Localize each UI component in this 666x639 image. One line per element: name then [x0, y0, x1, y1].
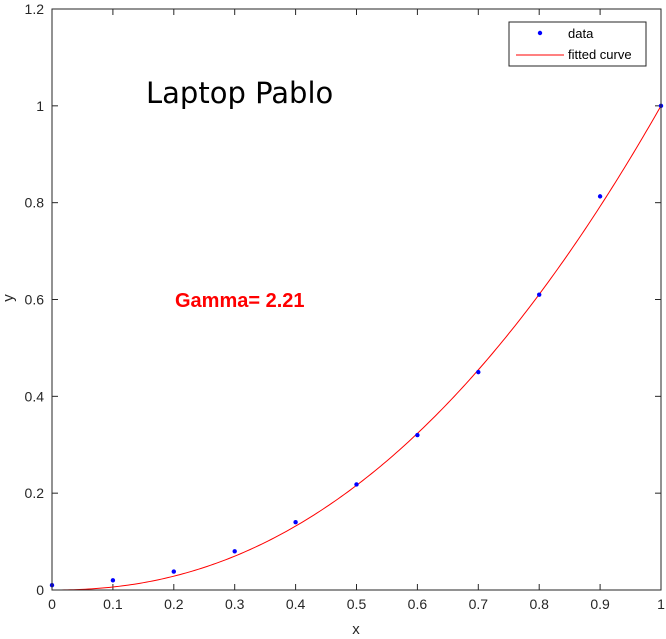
legend-data-marker: [537, 30, 543, 36]
x-tick-label: 0.4: [286, 596, 306, 612]
x-tick-label: 0.3: [225, 596, 245, 612]
y-tick-label: 0.8: [25, 195, 45, 211]
data-point: [476, 369, 481, 375]
x-tick-label: 0.5: [347, 596, 367, 612]
y-axis-label: y: [0, 294, 17, 302]
fitted-curve-line: [52, 105, 662, 591]
y-tick-label: 0.4: [25, 388, 45, 404]
x-tick-label: 0.6: [408, 596, 428, 612]
data-point: [354, 482, 359, 487]
x-tick-label: 0.8: [529, 596, 549, 612]
legend-box: [508, 21, 647, 67]
ticks-layer: 0 0.1 0.2 0.3 0.4 0.5 0.6 0.7 0.8 0.9 1 0 0.2 0.4 0.6 0…: [25, 1, 666, 612]
annotation-gamma: Gamma= 2.21: [175, 290, 305, 312]
points-layer: [49, 103, 664, 588]
data-point: [232, 549, 237, 554]
annotation-laptop-pablo: Laptop Pablo: [146, 76, 333, 110]
legend-data-label: data: [568, 26, 594, 41]
data-point: [597, 194, 603, 199]
data-point: [171, 569, 176, 574]
x-tick-label: 0.2: [164, 596, 184, 612]
data-point: [110, 578, 116, 583]
plot-frame: [51, 8, 662, 591]
x-axis-label: x: [352, 621, 360, 638]
y-tick-label: 1: [36, 98, 44, 114]
curve-layer: [52, 105, 662, 591]
legend-fit-label: fitted curve: [568, 47, 632, 62]
x-tick-label: 0.1: [103, 596, 123, 612]
data-point: [415, 432, 420, 438]
x-tick-label: 0.9: [590, 596, 610, 612]
y-tick-label: 0: [36, 582, 44, 598]
y-tick-label: 0.2: [25, 485, 45, 501]
data-point: [293, 520, 298, 525]
y-tick-label: 1.2: [25, 1, 45, 17]
x-tick-label: 0: [48, 596, 56, 612]
x-tick-label: 0.7: [469, 596, 489, 612]
data-point: [537, 292, 542, 297]
y-tick-label: 0.6: [25, 292, 45, 308]
x-tick-label: 1: [657, 596, 665, 612]
legend: data fitted curve: [508, 21, 647, 67]
